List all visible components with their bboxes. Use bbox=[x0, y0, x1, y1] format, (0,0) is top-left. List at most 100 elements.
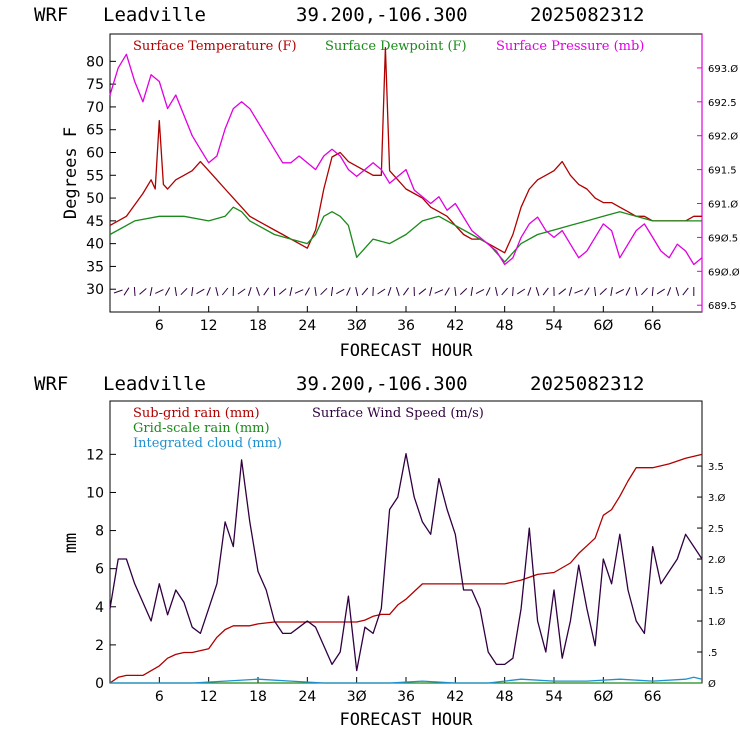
bot-xtick-label: 3Ø bbox=[347, 689, 367, 705]
top-ytick-label: 50 bbox=[86, 191, 104, 207]
wind-barb bbox=[273, 286, 276, 297]
top-ytick-label: 80 bbox=[86, 54, 104, 70]
top-ytick-label: 75 bbox=[86, 77, 104, 93]
wind-barb bbox=[599, 288, 607, 295]
bottom-y2-ticks: Ø .5 1.Ø 1.5 2.Ø 2.5 3.Ø 3.5 bbox=[697, 462, 726, 690]
top-xtick-label: 3Ø bbox=[347, 318, 367, 334]
wind-barb bbox=[574, 289, 583, 294]
bot-y2tick-label: 1.5 bbox=[708, 586, 724, 597]
bot-xtick-label: 54 bbox=[545, 689, 563, 705]
bot-xtick-label: 48 bbox=[496, 689, 514, 705]
wind-barb bbox=[454, 286, 457, 297]
bot-ytick-label: 8 bbox=[95, 524, 104, 540]
wind-barb bbox=[196, 288, 205, 295]
wind-barb bbox=[289, 286, 293, 297]
bot-xtick-label: 6Ø bbox=[593, 689, 613, 705]
legend-surface-temperature: Surface Temperature (F) bbox=[133, 39, 297, 54]
top-series bbox=[109, 47, 703, 266]
wind-barb bbox=[206, 287, 211, 296]
top-xtick-label: 66 bbox=[644, 318, 662, 334]
top-ytick-label: 30 bbox=[86, 282, 104, 298]
top-y2tick-label: 691.Ø bbox=[708, 199, 738, 211]
top-y2-ticks: 689.5 69Ø.Ø 69Ø.5 691.Ø 691.5 692.Ø 692.5 693.Ø bbox=[697, 63, 740, 312]
wind-barb bbox=[263, 287, 270, 296]
wind-barb bbox=[247, 287, 252, 296]
wind-barb bbox=[675, 287, 680, 296]
wind-barb bbox=[682, 287, 689, 296]
wind-barb bbox=[221, 287, 229, 296]
top-xtick-label: 24 bbox=[298, 318, 316, 334]
series-sub-grid-rain-mm bbox=[109, 453, 703, 684]
bot-xtick-label: 6 bbox=[155, 689, 164, 705]
top-xtick-label: 6Ø bbox=[593, 318, 613, 334]
wind-barb bbox=[651, 286, 654, 297]
bot-ytick-label: 0 bbox=[95, 676, 104, 692]
top-x-axis-label: FORECAST HOUR bbox=[339, 341, 473, 361]
wind-barb bbox=[256, 287, 260, 296]
top-x-ticks: 6 12 18 24 3Ø 36 42 48 54 6Ø 66 bbox=[155, 306, 662, 334]
top-run-label: 2025082312 bbox=[530, 4, 644, 26]
top-model-label: WRF bbox=[34, 4, 68, 26]
bot-ytick-label: 2 bbox=[95, 638, 104, 654]
wind-barb bbox=[387, 287, 392, 296]
wind-barb bbox=[320, 287, 328, 296]
legend-gridscale-rain: Grid-scale rain (mm) bbox=[133, 421, 270, 436]
wind-barb bbox=[402, 287, 410, 296]
top-header: WRF Leadville 39.200,-106.300 2025082312 bbox=[34, 4, 644, 26]
wind-barb bbox=[542, 287, 549, 296]
bot-xtick-label: 36 bbox=[397, 689, 415, 705]
wind-barb bbox=[470, 286, 473, 296]
wind-barb bbox=[395, 287, 400, 296]
series-surface-temperature-f bbox=[109, 47, 702, 254]
wind-barb bbox=[535, 287, 540, 296]
wind-barb bbox=[355, 286, 359, 297]
bot-y2tick-label: 1.Ø bbox=[708, 616, 726, 628]
bottom-legend: Sub-grid rain (mm) Grid-scale rain (mm) … bbox=[133, 406, 484, 451]
wind-barb bbox=[584, 287, 590, 296]
wind-barb bbox=[495, 286, 498, 297]
bottom-model-label: WRF bbox=[34, 373, 68, 395]
wind-barb bbox=[133, 286, 136, 297]
top-ytick-label: 55 bbox=[86, 168, 104, 184]
top-station-label: Leadville bbox=[103, 4, 206, 26]
top-y2tick-label: 691.5 bbox=[708, 166, 737, 177]
bottom-series bbox=[109, 453, 703, 684]
bot-ytick-label: 6 bbox=[95, 562, 104, 578]
legend-surface-pressure: Surface Pressure (mb) bbox=[496, 39, 644, 54]
wind-barb bbox=[294, 289, 304, 294]
bot-y2tick-label: 3.Ø bbox=[708, 492, 726, 504]
wind-barb bbox=[459, 288, 468, 295]
wind-barb bbox=[237, 288, 246, 295]
wind-barb bbox=[180, 287, 188, 296]
bot-xtick-label: 18 bbox=[249, 689, 267, 705]
bot-ytick-label: 12 bbox=[86, 447, 104, 463]
top-y2tick-label: 692.Ø bbox=[708, 131, 738, 143]
wind-barb bbox=[361, 287, 369, 296]
wind-barb bbox=[278, 288, 287, 295]
series-surface-wind-speed-m-s bbox=[109, 453, 703, 672]
top-plot-frame bbox=[109, 33, 703, 313]
wind-barb bbox=[568, 286, 573, 296]
top-xtick-label: 48 bbox=[496, 318, 514, 334]
bot-y2tick-label: 2.Ø bbox=[708, 554, 726, 566]
series-surface-pressure-mb bbox=[109, 53, 703, 266]
bot-xtick-label: 24 bbox=[298, 689, 316, 705]
bottom-header: WRF Leadville 39.200,-106.300 2025082312 bbox=[34, 373, 644, 395]
bottom-station-label: Leadville bbox=[103, 373, 206, 395]
series-integrated-cloud-mm bbox=[110, 676, 703, 684]
wind-barb bbox=[434, 289, 444, 294]
wind-barb bbox=[330, 286, 334, 296]
wind-barb bbox=[501, 287, 508, 296]
wind-barb bbox=[667, 287, 672, 296]
bot-ytick-label: 10 bbox=[86, 485, 104, 501]
wind-barb bbox=[641, 287, 648, 296]
wind-barb bbox=[594, 286, 597, 297]
legend-integrated-cloud: Integrated cloud (mm) bbox=[133, 436, 282, 451]
top-ytick-label: 45 bbox=[86, 214, 104, 230]
wind-barb bbox=[164, 287, 171, 296]
wind-barb bbox=[418, 288, 427, 295]
wind-barb bbox=[149, 286, 153, 297]
legend-surface-wind-speed: Surface Wind Speed (m/s) bbox=[312, 406, 484, 421]
wind-barb bbox=[304, 287, 310, 296]
